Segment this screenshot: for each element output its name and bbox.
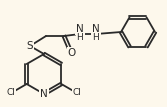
- Text: H: H: [93, 33, 99, 42]
- Text: H: H: [77, 33, 83, 42]
- Text: N: N: [76, 24, 84, 34]
- Text: O: O: [68, 48, 76, 58]
- Text: S: S: [27, 41, 33, 51]
- Text: Cl: Cl: [6, 88, 15, 97]
- Text: N: N: [40, 89, 48, 99]
- Text: Cl: Cl: [73, 88, 82, 97]
- Text: N: N: [92, 24, 100, 34]
